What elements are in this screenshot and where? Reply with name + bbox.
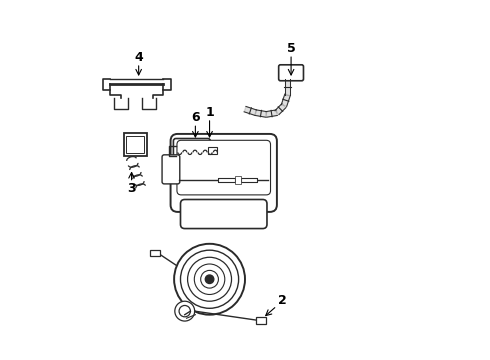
Bar [123, 133, 147, 156]
Text: 3: 3 [127, 182, 136, 195]
Bar [126, 136, 144, 153]
Text: 6: 6 [191, 112, 200, 125]
Bar [208, 147, 217, 154]
Circle shape [201, 270, 219, 288]
Circle shape [174, 244, 245, 315]
Polygon shape [241, 177, 257, 183]
FancyBboxPatch shape [279, 65, 303, 81]
Polygon shape [255, 110, 267, 117]
Text: 5: 5 [287, 42, 295, 55]
Polygon shape [219, 177, 235, 183]
FancyBboxPatch shape [171, 134, 277, 212]
Text: 2: 2 [278, 294, 287, 307]
Polygon shape [281, 94, 290, 107]
FancyBboxPatch shape [173, 139, 210, 163]
Polygon shape [235, 176, 241, 184]
Polygon shape [266, 110, 277, 117]
Circle shape [175, 301, 195, 321]
Circle shape [205, 275, 214, 283]
Text: 1: 1 [205, 106, 214, 119]
Bar [150, 250, 160, 256]
Polygon shape [244, 107, 257, 115]
Polygon shape [275, 104, 286, 115]
Polygon shape [285, 79, 291, 95]
Circle shape [179, 306, 191, 317]
Bar [164, 159, 178, 180]
FancyBboxPatch shape [162, 155, 180, 184]
Circle shape [180, 250, 239, 308]
Text: 4: 4 [134, 51, 143, 64]
Circle shape [195, 264, 225, 294]
Circle shape [188, 257, 232, 301]
Bar [256, 317, 266, 324]
FancyBboxPatch shape [177, 140, 270, 195]
FancyBboxPatch shape [180, 199, 267, 229]
